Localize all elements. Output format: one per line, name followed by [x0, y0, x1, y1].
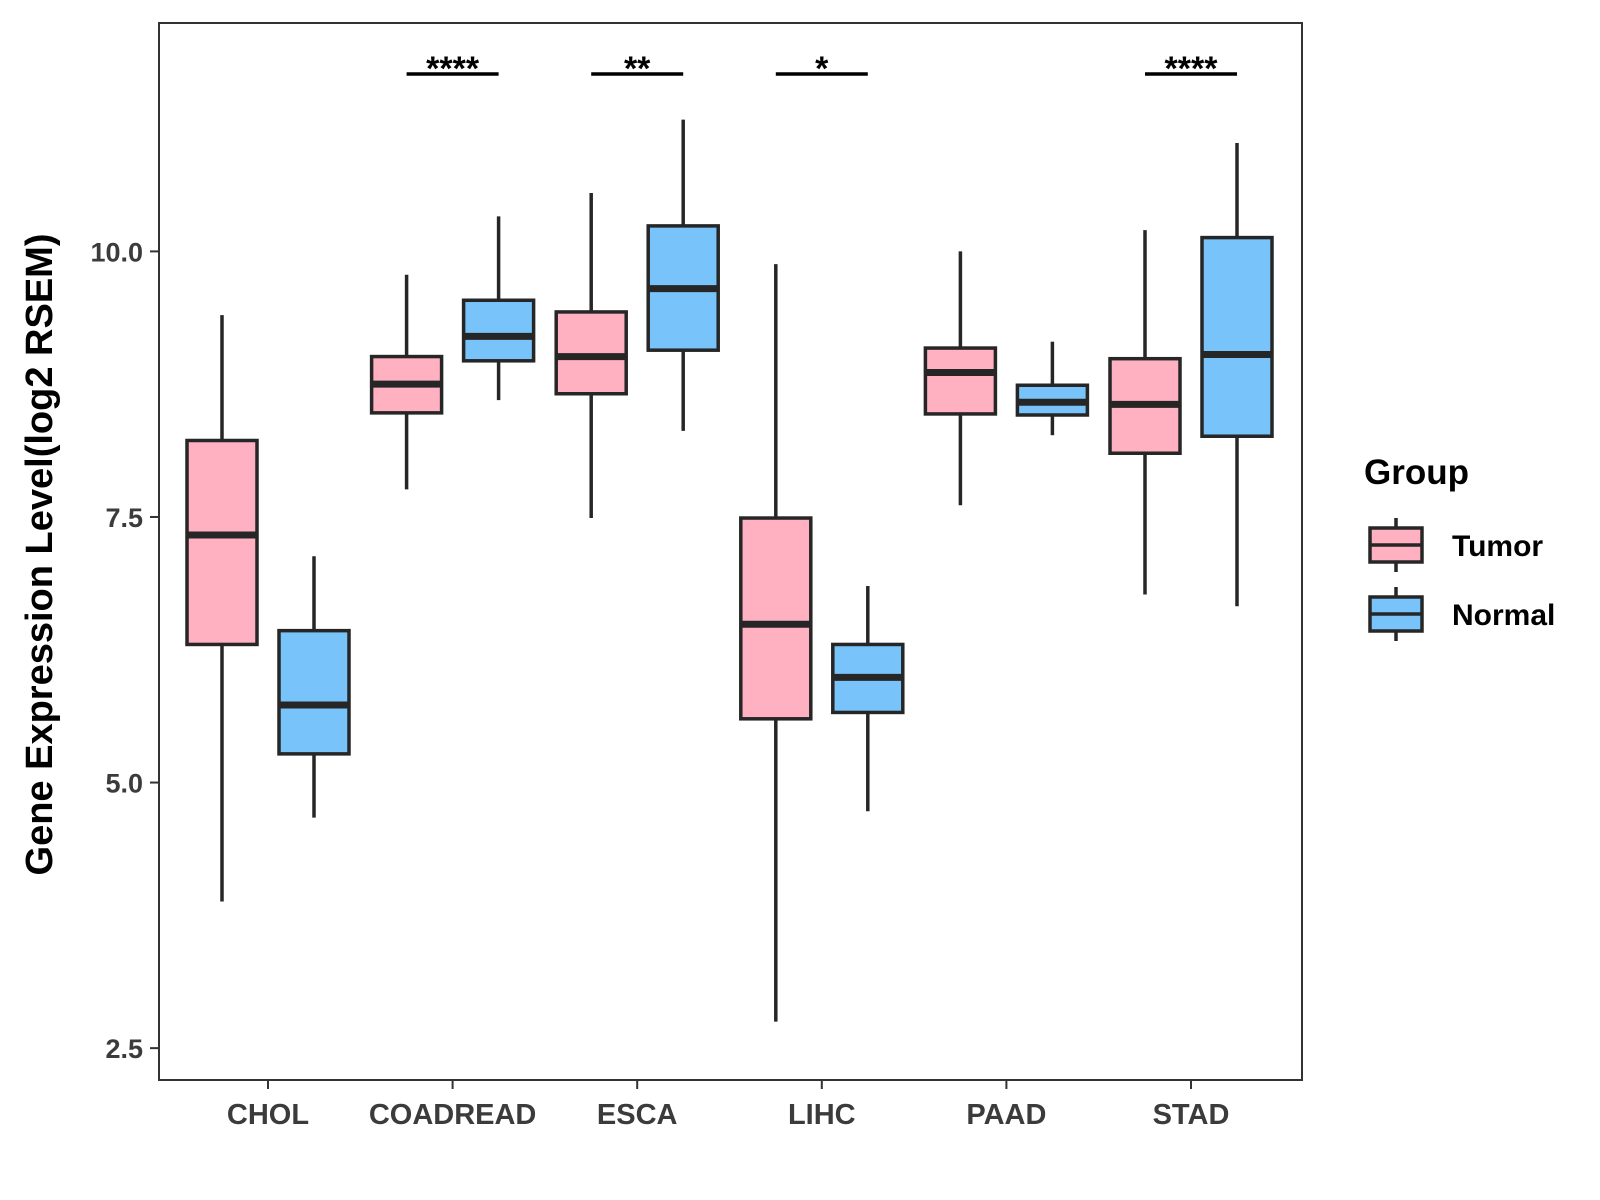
boxes-layer	[185, 119, 1274, 1022]
box-iqr	[554, 310, 628, 396]
legend: Group Tumor Normal	[1364, 453, 1555, 641]
box-normal-stad	[1200, 143, 1274, 607]
significance-label: ****	[1165, 50, 1219, 88]
legend-item-tumor: Tumor	[1368, 518, 1543, 572]
legend-label: Normal	[1452, 599, 1555, 632]
significance-label: **	[624, 50, 651, 88]
legend-title: Group	[1364, 453, 1469, 492]
legend-label: Tumor	[1452, 530, 1543, 563]
y-axis-title: Gene Expression Level(log2 RSEM)	[19, 234, 61, 876]
box-normal-chol	[277, 556, 351, 818]
y-axis: 2.5 5.0 7.5 10.0	[90, 237, 159, 1064]
box-iqr	[461, 298, 536, 363]
panel-border	[158, 22, 1303, 1081]
x-tick-label: STAD	[1153, 1099, 1230, 1131]
legend-item-normal: Normal	[1368, 587, 1555, 641]
box-tumor-paad	[923, 251, 998, 506]
box-iqr	[277, 628, 351, 756]
y-tick-label: 2.5	[105, 1034, 143, 1064]
x-tick-label: ESCA	[597, 1099, 678, 1131]
significance-label: *	[815, 50, 829, 88]
x-tick-label: LIHC	[788, 1099, 856, 1131]
box-iqr	[185, 438, 259, 647]
box-tumor-stad	[1108, 230, 1182, 595]
box-iqr	[923, 346, 998, 416]
significance-label: ****	[426, 50, 480, 88]
box-iqr	[739, 516, 813, 721]
box-normal-coadread	[461, 216, 536, 401]
box-iqr	[1200, 235, 1274, 438]
box-tumor-esca	[554, 192, 628, 519]
x-axis: CHOL COADREAD ESCA LIHC PAAD STAD	[227, 1080, 1229, 1131]
y-tick-label: 10.0	[90, 237, 143, 267]
plot-area	[158, 22, 1303, 1081]
box-normal-lihc	[831, 586, 905, 812]
x-tick-label: COADREAD	[369, 1099, 537, 1131]
box-tumor-coadread	[369, 274, 444, 490]
y-tick-label: 5.0	[105, 769, 143, 799]
significance-layer: **** ** * ****	[406, 50, 1237, 88]
x-tick-label: PAAD	[966, 1099, 1046, 1131]
box-normal-paad	[1015, 341, 1090, 436]
box-normal-esca	[646, 119, 720, 431]
y-tick-label: 7.5	[105, 503, 143, 533]
box-tumor-lihc	[739, 264, 813, 1022]
box-tumor-chol	[185, 315, 259, 902]
x-tick-label: CHOL	[227, 1099, 309, 1131]
